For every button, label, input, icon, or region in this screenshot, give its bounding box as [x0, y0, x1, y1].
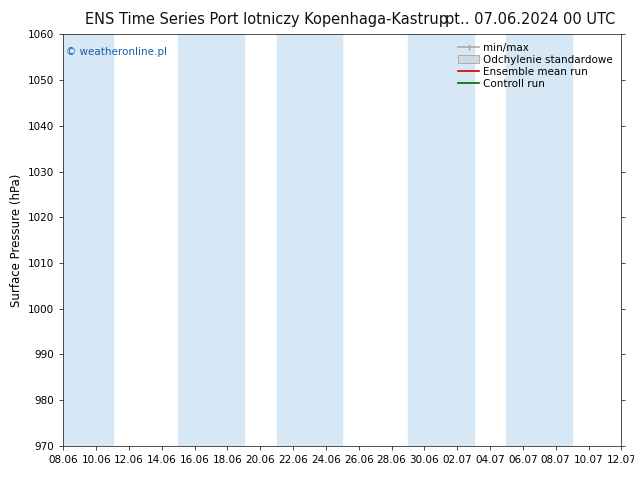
- Bar: [507, 34, 572, 446]
- Bar: [47, 34, 113, 446]
- Y-axis label: Surface Pressure (hPa): Surface Pressure (hPa): [10, 173, 23, 307]
- Bar: [408, 34, 474, 446]
- Text: ENS Time Series Port lotniczy Kopenhaga-Kastrup: ENS Time Series Port lotniczy Kopenhaga-…: [85, 12, 448, 27]
- Bar: [178, 34, 244, 446]
- Text: © weatheronline.pl: © weatheronline.pl: [66, 47, 167, 57]
- Text: pt.. 07.06.2024 00 UTC: pt.. 07.06.2024 00 UTC: [444, 12, 615, 27]
- Bar: [276, 34, 342, 446]
- Legend: min/max, Odchylenie standardowe, Ensemble mean run, Controll run: min/max, Odchylenie standardowe, Ensembl…: [455, 40, 616, 92]
